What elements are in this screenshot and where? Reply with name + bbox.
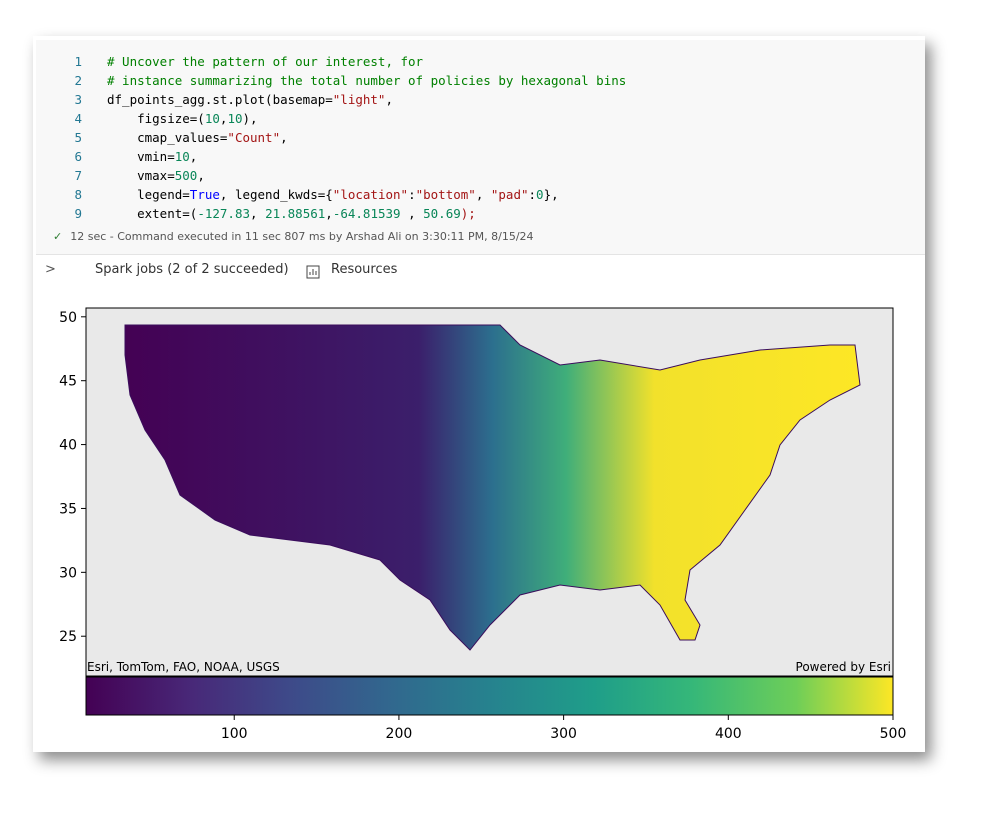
spark-jobs[interactable]: Spark jobs (2 of 2 succeeded) bbox=[95, 262, 289, 277]
code-text: # instance summarizing the total number … bbox=[107, 71, 626, 90]
code-token: ); bbox=[460, 206, 476, 221]
y-tick-label: 30 bbox=[59, 565, 77, 581]
line-number: 1 bbox=[74, 54, 82, 69]
code-token: 0 bbox=[536, 187, 544, 202]
code-token: , legend_kwds={ bbox=[219, 187, 333, 202]
status-text: 12 sec - Command executed in 11 sec 807 … bbox=[70, 230, 534, 243]
code-text: cmap_values="Count", bbox=[107, 128, 288, 147]
resources[interactable]: Resources bbox=[331, 262, 398, 277]
code-token: 50.69 bbox=[423, 206, 461, 221]
attribution: Powered by Esri bbox=[796, 660, 891, 674]
code-token: vmax= bbox=[107, 168, 175, 183]
colorbar-tick-label: 500 bbox=[880, 726, 907, 742]
code-token: "Count" bbox=[227, 130, 281, 145]
code-token: : bbox=[408, 187, 416, 202]
colorbar-tick-label: 200 bbox=[386, 726, 413, 742]
code-token: "bottom" bbox=[415, 187, 476, 202]
code-token: "light" bbox=[332, 92, 386, 107]
code-text: df_points_agg.st.plot(basemap="light", bbox=[107, 90, 393, 109]
code-token: legend= bbox=[107, 187, 190, 202]
code-token: , bbox=[197, 168, 205, 183]
code-editor[interactable]: 1 # Uncover the pattern of our interest, … bbox=[36, 40, 925, 255]
colorbar-tick-label: 100 bbox=[221, 726, 248, 742]
code-token: , bbox=[250, 206, 266, 221]
line-number: 3 bbox=[74, 92, 82, 107]
status-bar: ✓ 12 sec - Command executed in 11 sec 807… bbox=[53, 230, 534, 243]
code-token: : bbox=[528, 187, 537, 202]
y-tick-label: 45 bbox=[59, 374, 77, 390]
code-token: # instance summarizing the total number … bbox=[107, 73, 627, 88]
code-token: figsize=( bbox=[107, 111, 205, 126]
line-number: 2 bbox=[74, 73, 82, 88]
code-token: # Uncover the pattern of our interest, f… bbox=[107, 54, 424, 69]
line-number: 4 bbox=[74, 111, 82, 126]
attribution: Esri, TomTom, FAO, NOAA, USGS bbox=[87, 660, 280, 674]
code-token: , bbox=[219, 111, 228, 126]
code-token: 500 bbox=[174, 168, 198, 183]
code-token: , bbox=[189, 149, 198, 164]
code-token: 10 bbox=[227, 111, 243, 126]
code-text: legend=True, legend_kwds={"location":"bo… bbox=[107, 185, 559, 204]
line-number: 7 bbox=[74, 168, 82, 183]
code-token: "pad" bbox=[490, 187, 529, 202]
code-token: -64.81539 bbox=[332, 206, 401, 221]
line-number: 5 bbox=[74, 130, 82, 145]
code-text: vmin=10, bbox=[107, 147, 197, 166]
code-token: , bbox=[280, 130, 288, 145]
code-token: df_points_agg.st.plot(basemap= bbox=[107, 92, 333, 107]
code-token: }, bbox=[543, 187, 559, 202]
colorbar-tick-label: 400 bbox=[715, 726, 742, 742]
line-number: 9 bbox=[74, 206, 82, 221]
expand-chevron[interactable]: > bbox=[45, 262, 56, 277]
code-text: # Uncover the pattern of our interest, f… bbox=[107, 52, 423, 71]
code-token: "location" bbox=[332, 187, 409, 202]
code-text: extent=(-127.83, 21.88561,-64.81539 , 50… bbox=[107, 204, 476, 223]
hexbin-layer bbox=[124, 324, 861, 651]
code-token: 10 bbox=[174, 149, 190, 164]
colorbar-tick-label: 300 bbox=[550, 726, 577, 742]
y-tick-label: 35 bbox=[59, 501, 77, 517]
code-token: 21.88561 bbox=[265, 206, 326, 221]
code-token: , bbox=[475, 187, 491, 202]
code-token: vmin= bbox=[107, 149, 175, 164]
line-number: 6 bbox=[74, 149, 82, 164]
code-token: 10 bbox=[204, 111, 220, 126]
success-icon: ✓ bbox=[53, 230, 63, 243]
code-text: figsize=(10,10), bbox=[107, 109, 258, 128]
map-frame bbox=[85, 307, 894, 677]
code-token: cmap_values= bbox=[107, 130, 228, 145]
code-text: vmax=500, bbox=[107, 166, 205, 185]
code-token: , bbox=[400, 206, 424, 221]
code-token: extent=( bbox=[107, 206, 198, 221]
resources-icon bbox=[306, 265, 320, 279]
colorbar bbox=[85, 676, 894, 716]
code-token: True bbox=[189, 187, 220, 202]
code-token: , bbox=[385, 92, 393, 107]
code-token: ), bbox=[242, 111, 258, 126]
code-token: -127.83 bbox=[197, 206, 250, 221]
line-number: 8 bbox=[74, 187, 82, 202]
y-tick-label: 40 bbox=[59, 438, 77, 454]
code-token: , bbox=[325, 206, 333, 221]
y-tick-label: 25 bbox=[59, 629, 77, 645]
y-tick-label: 50 bbox=[59, 310, 77, 326]
